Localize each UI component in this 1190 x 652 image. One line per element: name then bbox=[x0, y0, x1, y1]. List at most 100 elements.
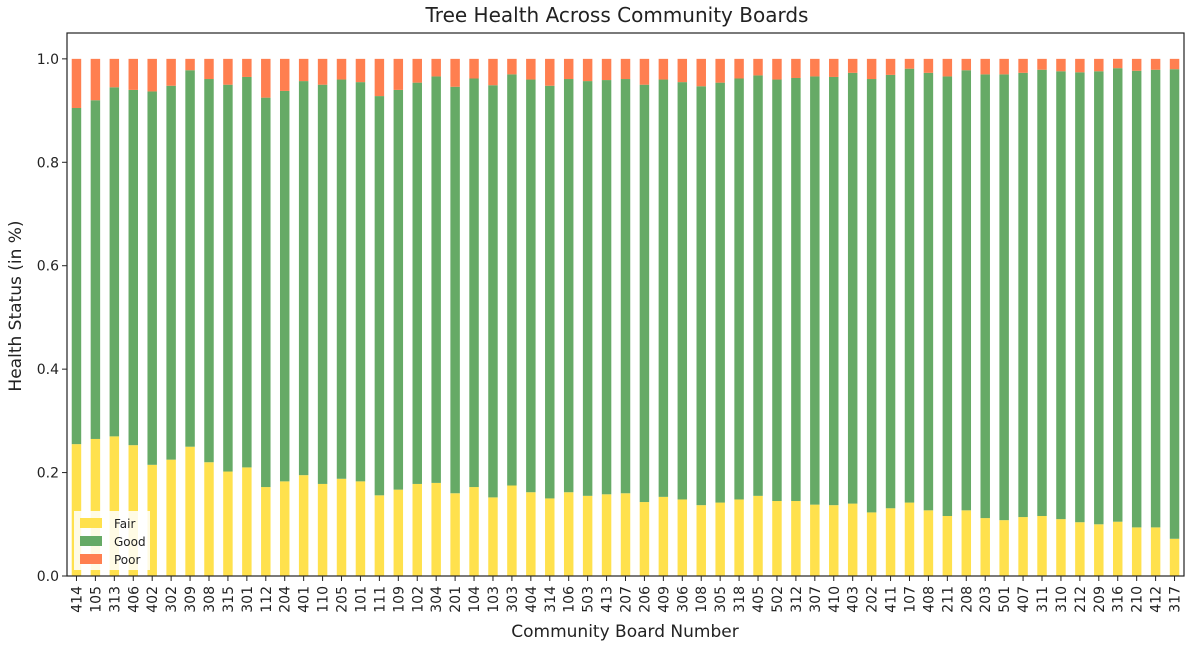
bar-good-107 bbox=[904, 68, 915, 503]
bar-fair-413 bbox=[601, 494, 612, 576]
bar-poor-404 bbox=[526, 58, 536, 80]
y-ticks-layer: 0.0 0.2 0.4 0.6 0.8 1.0 bbox=[37, 52, 67, 585]
bar-good-304 bbox=[431, 76, 441, 483]
bar-fair-309 bbox=[185, 446, 195, 576]
bar-fair-307 bbox=[810, 504, 820, 576]
bar-fair-202 bbox=[866, 512, 877, 576]
bar-fair-502 bbox=[772, 501, 782, 576]
x-tick-label: 109 bbox=[391, 586, 407, 613]
bar-poor-413 bbox=[601, 58, 612, 81]
x-tick-label: 212 bbox=[1073, 586, 1089, 613]
bar-fair-209 bbox=[1094, 524, 1104, 576]
bar-fair-111 bbox=[374, 495, 385, 576]
bar-poor-202 bbox=[866, 58, 877, 80]
x-tick-label: 401 bbox=[297, 586, 313, 613]
bar-fair-210 bbox=[1131, 527, 1142, 576]
bar-poor-402 bbox=[147, 58, 157, 92]
x-tick-label: 307 bbox=[808, 586, 824, 613]
bar-poor-411 bbox=[885, 58, 896, 75]
bar-poor-112 bbox=[261, 58, 271, 98]
bar-poor-204 bbox=[279, 58, 290, 91]
bar-good-316 bbox=[1113, 68, 1123, 522]
bar-fair-109 bbox=[393, 489, 404, 576]
x-tick-label: 308 bbox=[202, 586, 218, 613]
bar-fair-102 bbox=[412, 483, 422, 576]
x-tick-label: 501 bbox=[997, 586, 1013, 613]
bar-fair-302 bbox=[166, 459, 176, 576]
x-tick-label: 211 bbox=[940, 586, 956, 613]
bar-fair-404 bbox=[526, 492, 536, 576]
bar-good-501 bbox=[999, 74, 1009, 521]
bar-good-203 bbox=[980, 74, 990, 519]
bar-good-410 bbox=[829, 76, 839, 506]
bar-poor-306 bbox=[677, 58, 688, 83]
bar-good-312 bbox=[791, 77, 801, 502]
x-tick-label: 210 bbox=[1130, 586, 1146, 613]
x-tick-label: 301 bbox=[240, 586, 256, 613]
bar-fair-316 bbox=[1113, 521, 1123, 576]
x-tick-label: 411 bbox=[884, 586, 900, 613]
bar-fair-304 bbox=[431, 482, 441, 576]
x-tick-label: 310 bbox=[1054, 586, 1070, 613]
bar-good-307 bbox=[810, 76, 820, 505]
x-tick-label: 204 bbox=[278, 586, 294, 613]
bar-good-313 bbox=[109, 87, 120, 437]
bar-good-302 bbox=[166, 85, 176, 460]
x-tick-label: 318 bbox=[732, 586, 748, 613]
x-tick-label: 101 bbox=[353, 586, 369, 613]
bar-poor-209 bbox=[1094, 58, 1104, 72]
bar-good-310 bbox=[1056, 71, 1066, 520]
bar-fair-211 bbox=[942, 516, 953, 576]
bar-good-207 bbox=[620, 79, 631, 494]
y-tick-label: 0.2 bbox=[37, 466, 59, 482]
bar-fair-403 bbox=[847, 503, 858, 576]
bar-fair-315 bbox=[223, 471, 233, 576]
bar-fair-105 bbox=[90, 438, 101, 576]
x-tick-label: 306 bbox=[675, 586, 691, 613]
bar-poor-211 bbox=[942, 58, 953, 77]
bar-poor-315 bbox=[223, 58, 233, 85]
bar-good-408 bbox=[923, 72, 934, 511]
x-tick-label: 413 bbox=[600, 586, 616, 613]
plot-frame bbox=[66, 32, 1185, 577]
x-tick-label: 208 bbox=[959, 586, 975, 613]
bar-poor-414 bbox=[71, 58, 82, 108]
bar-fair-313 bbox=[109, 436, 120, 576]
bar-good-502 bbox=[772, 79, 782, 502]
bar-poor-301 bbox=[242, 58, 252, 77]
bar-fair-208 bbox=[961, 510, 972, 576]
bar-poor-108 bbox=[696, 58, 706, 87]
bar-good-311 bbox=[1037, 69, 1047, 517]
bar-fair-408 bbox=[923, 510, 934, 576]
bar-fair-207 bbox=[620, 493, 631, 576]
bar-good-401 bbox=[298, 81, 309, 476]
bar-good-205 bbox=[336, 79, 347, 479]
x-tick-label: 412 bbox=[1149, 586, 1165, 613]
x-tick-label: 303 bbox=[505, 586, 521, 613]
bar-poor-310 bbox=[1056, 58, 1066, 72]
bar-fair-205 bbox=[336, 478, 347, 576]
bar-fair-108 bbox=[696, 505, 706, 576]
bar-poor-303 bbox=[507, 58, 517, 75]
bar-good-109 bbox=[393, 89, 404, 490]
bars-layer bbox=[71, 58, 1180, 576]
bar-poor-302 bbox=[166, 58, 176, 86]
legend-label-poor: Poor bbox=[114, 553, 140, 567]
bar-fair-314 bbox=[545, 498, 555, 576]
bar-poor-314 bbox=[545, 58, 555, 86]
x-tick-label: 209 bbox=[1092, 586, 1108, 613]
bar-poor-208 bbox=[961, 58, 972, 71]
bar-fair-317 bbox=[1169, 538, 1180, 576]
bar-poor-502 bbox=[772, 58, 782, 80]
bar-poor-212 bbox=[1075, 58, 1085, 73]
bar-poor-406 bbox=[128, 58, 138, 90]
bar-poor-403 bbox=[847, 58, 858, 73]
bar-fair-104 bbox=[469, 487, 479, 576]
bar-good-314 bbox=[545, 85, 555, 499]
bar-fair-306 bbox=[677, 499, 688, 576]
bar-fair-107 bbox=[904, 502, 915, 576]
legend-swatch-good bbox=[80, 536, 102, 546]
bar-good-403 bbox=[847, 72, 858, 504]
